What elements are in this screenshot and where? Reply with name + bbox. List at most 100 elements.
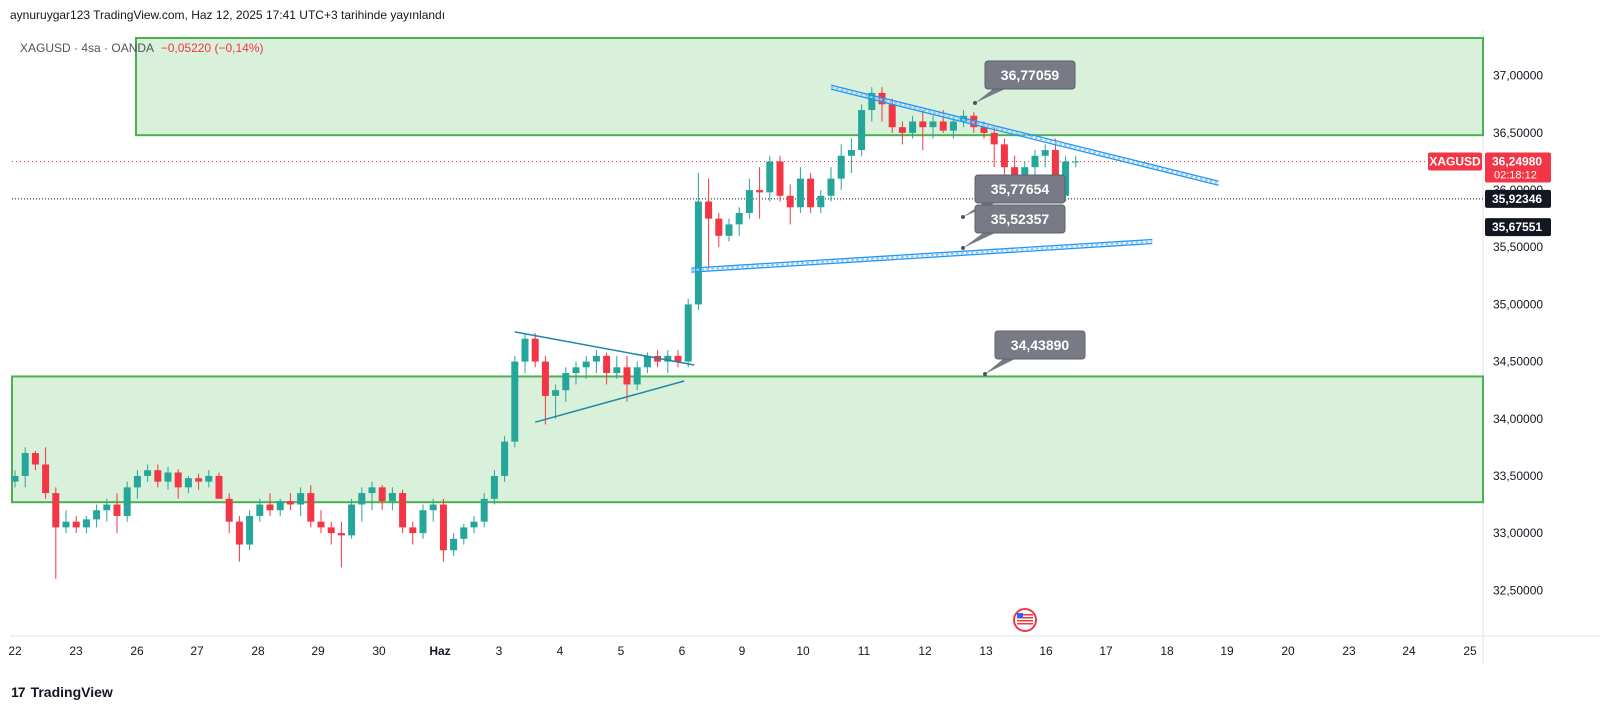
y-tick-label: 32,50000: [1493, 583, 1543, 597]
countdown-text: 02:18:12: [1494, 170, 1537, 182]
candle-body: [980, 127, 988, 133]
candle-body: [93, 510, 101, 520]
x-tick-label: 17: [1099, 644, 1113, 658]
x-tick-label: 5: [618, 644, 625, 658]
candle-body: [643, 355, 651, 368]
y-tick-label: 34,50000: [1493, 355, 1543, 369]
zone-rect: [135, 37, 1484, 137]
candle-body: [694, 201, 702, 305]
x-tick-label: 16: [1039, 644, 1053, 658]
trendline-desc-upper-1: [830, 84, 1219, 182]
candle-body: [470, 521, 478, 528]
flag-canton: [1017, 613, 1023, 618]
candle-body: [52, 493, 60, 528]
candle-body: [1000, 144, 1008, 168]
callout-text: 36,77059: [1001, 67, 1060, 83]
candle-body: [195, 478, 203, 482]
axis-price-text: 35,67551: [1492, 220, 1542, 234]
candle-body: [307, 493, 315, 522]
candle-body: [827, 178, 835, 196]
candle-body: [684, 304, 692, 362]
symbol-name: XAGUSD · 4sa · OANDA: [20, 41, 154, 55]
x-tick-label: 12: [918, 644, 932, 658]
axis-price-box: [1485, 218, 1551, 237]
candle-body: [888, 104, 896, 128]
candle-body: [868, 92, 876, 111]
y-tick-label: 34,00000: [1493, 412, 1543, 426]
y-tick-label: 37,00000: [1493, 69, 1543, 83]
candle-body: [317, 521, 325, 528]
price-callout: 35,77654: [961, 174, 1066, 219]
candle-body: [174, 472, 182, 488]
callout-box: [974, 174, 1066, 204]
candle-body: [337, 533, 345, 536]
x-tick-label: 13: [979, 644, 993, 658]
candle-body: [133, 475, 141, 488]
candle-body: [205, 475, 213, 482]
callout-pointer: [985, 359, 1015, 374]
candle-body: [603, 355, 611, 374]
y-tick-label: 35,00000: [1493, 297, 1543, 311]
candle-body: [123, 487, 131, 516]
candle-body: [399, 493, 407, 528]
candle-body: [490, 475, 498, 499]
x-tick-label: Haz: [429, 644, 450, 658]
x-tick-label: 9: [739, 644, 746, 658]
candle-body: [531, 338, 539, 362]
footer-brand: 17 TradingView: [11, 684, 113, 700]
candle-body: [409, 527, 417, 534]
price-callout: 36,77059: [973, 60, 1076, 105]
candle-body: [348, 504, 356, 536]
flag-stripe: [1017, 617, 1033, 619]
candle-body: [439, 504, 447, 551]
candle-body: [745, 190, 753, 213]
flag-stripe: [1017, 614, 1033, 616]
axis-price-label: 35,67551: [1485, 218, 1551, 237]
candle-body: [786, 195, 794, 208]
candle-body: [1062, 161, 1070, 196]
x-tick-label: 26: [130, 644, 144, 658]
candle-body: [674, 355, 682, 362]
candle-body: [613, 367, 621, 374]
symbol-info: XAGUSD · 4sa · OANDA −0,05220 (−0,14%): [20, 41, 263, 55]
candle-body: [501, 441, 509, 476]
x-tick-label: 30: [372, 644, 386, 658]
trendline-small-upper: [514, 331, 695, 366]
candle-body: [286, 501, 294, 505]
candle-body: [225, 498, 233, 522]
candle-body: [1051, 150, 1059, 196]
candle-body: [817, 195, 825, 208]
candle-body: [113, 504, 121, 516]
y-tick-label: 33,00000: [1493, 526, 1543, 540]
candle-body: [939, 121, 947, 131]
candle-body: [297, 493, 305, 505]
x-tick-label: 6: [679, 644, 686, 658]
callout-text: 35,52357: [991, 211, 1050, 227]
candle-body: [154, 470, 162, 482]
candle-body: [970, 115, 978, 128]
trendline-asc-lower-edge: [691, 242, 1153, 273]
candle-body: [429, 504, 437, 511]
symbol-tag-box: [1428, 152, 1482, 171]
x-tick-label: 22: [8, 644, 22, 658]
candle-body: [246, 515, 254, 545]
callout-box: [984, 60, 1076, 90]
price-callout: 34,43890: [983, 330, 1086, 376]
trendline-asc-lower: [691, 238, 1153, 269]
x-tick-label: 20: [1281, 644, 1295, 658]
candle-body: [572, 367, 580, 374]
price-callout: 35,52357: [961, 204, 1066, 250]
candle-body: [480, 498, 488, 522]
callout-anchor: [973, 101, 977, 105]
callout-pointer: [975, 89, 1005, 103]
candle-body: [419, 510, 427, 534]
candle-body: [21, 453, 29, 476]
candle-body: [1031, 155, 1039, 168]
y-tick-label: 33,50000: [1493, 469, 1543, 483]
candle-body: [276, 501, 284, 511]
candle-body: [42, 464, 50, 494]
x-tick-label: 29: [311, 644, 325, 658]
callout-box: [994, 330, 1086, 360]
